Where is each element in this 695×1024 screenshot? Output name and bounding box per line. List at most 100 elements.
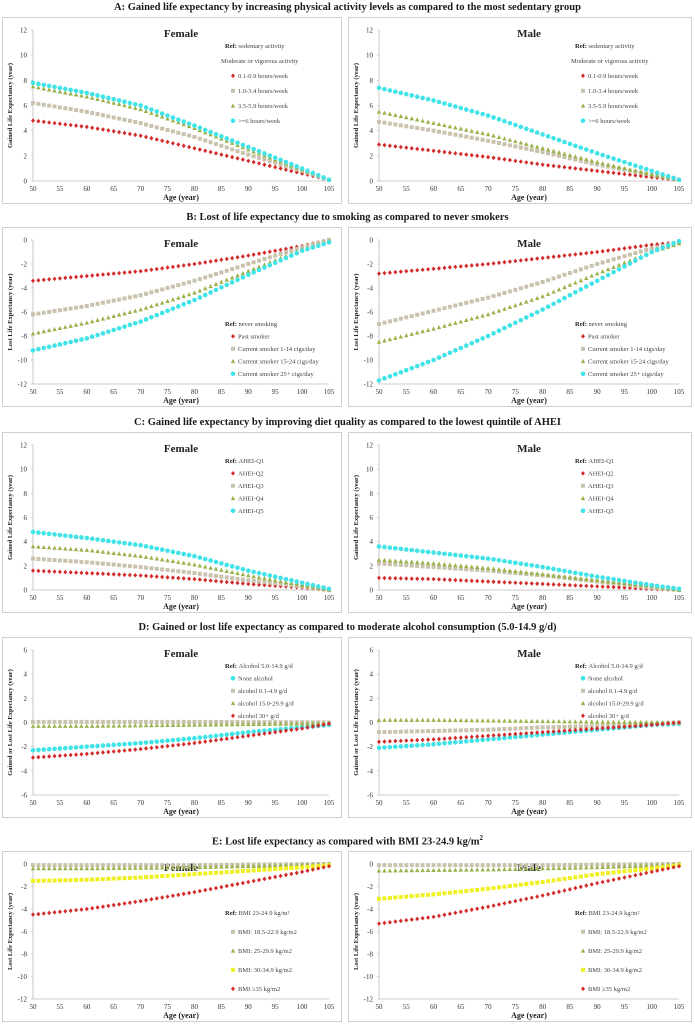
data-point (606, 164, 611, 169)
data-point (497, 863, 501, 868)
data-point (453, 867, 458, 872)
data-point (485, 718, 491, 723)
data-point (447, 728, 452, 733)
data-point (605, 154, 611, 160)
data-point (262, 576, 267, 581)
data-point (583, 284, 589, 289)
data-point (143, 544, 149, 549)
data-point (95, 548, 100, 554)
data-point (262, 867, 267, 872)
data-point (377, 271, 381, 276)
data-point (660, 172, 665, 177)
data-point (267, 249, 272, 255)
data-point (160, 266, 165, 271)
data-point (262, 151, 267, 156)
legend-label: 1.0-3.4 hours/week (588, 88, 639, 95)
x-tick-label: 90 (594, 1003, 602, 1011)
data-point (321, 241, 326, 247)
data-point (127, 865, 133, 870)
x-tick-label: 70 (485, 594, 493, 602)
data-point (229, 280, 235, 285)
x-tick-label: 60 (430, 594, 438, 602)
data-point (181, 132, 186, 137)
data-point (197, 260, 202, 266)
data-point (203, 260, 208, 265)
data-point (133, 132, 138, 138)
data-point (507, 157, 512, 163)
data-point (84, 570, 89, 576)
data-point (393, 122, 398, 127)
data-point (567, 292, 573, 298)
data-point (95, 863, 100, 868)
data-point (138, 307, 143, 312)
data-point (230, 869, 235, 874)
legend-marker (581, 73, 585, 79)
data-point (68, 122, 73, 128)
legend-label: alcohol 15.0-29.9 g/d (588, 701, 644, 708)
data-point (507, 863, 512, 868)
data-point (165, 286, 170, 290)
data-point (149, 865, 154, 870)
data-point (95, 96, 100, 102)
chart-title: Female (164, 28, 198, 40)
data-point (442, 323, 447, 328)
data-point (100, 113, 105, 118)
data-point (273, 164, 278, 170)
data-point (197, 288, 203, 293)
legend-marker (231, 471, 235, 476)
data-point (138, 553, 143, 558)
data-point (518, 286, 523, 291)
data-point (73, 92, 79, 97)
data-point (197, 735, 203, 740)
data-point (117, 297, 122, 302)
data-point (84, 719, 89, 724)
data-point (606, 258, 611, 263)
data-point (573, 719, 578, 724)
data-point (447, 350, 453, 356)
data-point (154, 109, 160, 114)
data-point (31, 312, 35, 317)
data-point (30, 80, 36, 86)
data-point (133, 105, 138, 110)
data-point (73, 547, 79, 552)
data-point (68, 878, 73, 883)
data-point (68, 570, 73, 575)
data-point (497, 579, 501, 585)
data-point (154, 302, 159, 307)
data-point (127, 741, 133, 747)
data-point (437, 149, 441, 154)
data-point (398, 123, 403, 128)
data-point (442, 867, 447, 872)
data-point (262, 728, 267, 734)
data-point (638, 719, 644, 724)
data-point (578, 166, 583, 172)
data-point (578, 145, 584, 150)
data-point (518, 863, 523, 868)
data-point (436, 324, 442, 330)
data-point (382, 920, 387, 926)
legend-item: AHEI-Q2 (581, 471, 614, 478)
data-point (90, 125, 95, 131)
data-point (398, 562, 403, 567)
data-point (622, 159, 627, 165)
data-point (409, 738, 414, 743)
data-point (524, 730, 529, 736)
data-point (224, 732, 230, 737)
data-point (551, 865, 556, 871)
data-point (524, 257, 529, 263)
data-point (203, 577, 208, 583)
data-point (469, 128, 474, 133)
data-point (240, 275, 246, 280)
data-point (74, 123, 79, 128)
x-tick-label: 65 (110, 594, 118, 602)
legend-reference: Ref: never smoking (225, 321, 278, 328)
data-point (224, 864, 229, 869)
legend-marker (580, 676, 586, 681)
data-point (240, 270, 246, 276)
data-point (283, 167, 288, 172)
legend-marker (230, 495, 236, 501)
y-tick-label: -4 (21, 285, 27, 293)
row-title-e-text: E: Lost life expectancy as compared with… (211, 836, 480, 848)
data-point (616, 158, 622, 163)
